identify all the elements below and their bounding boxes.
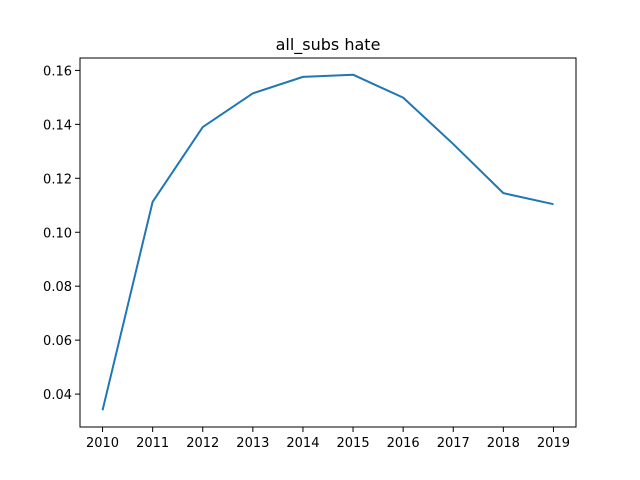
y-tick-label: 0.08 (43, 280, 72, 295)
chart-title: all_subs hate (276, 35, 381, 55)
x-tick-label: 2013 (236, 436, 269, 451)
y-tick-label: 0.10 (43, 226, 72, 241)
plot-area: 2010 2011 2012 2013 2014 2015 2016 2017 2018 2019… (43, 57, 577, 451)
y-tick-label: 0.12 (43, 172, 72, 187)
x-tick-label: 2010 (86, 436, 119, 451)
x-tick-label: 2015 (337, 436, 370, 451)
x-tick-label: 2014 (286, 436, 319, 451)
y-tick-label: 0.04 (43, 388, 72, 403)
y-tick-label: 0.14 (43, 118, 72, 133)
x-tick-label: 2016 (387, 436, 420, 451)
x-tick-label: 2019 (537, 436, 570, 451)
x-tick-label: 2018 (487, 436, 520, 451)
axes-frame (79, 57, 577, 428)
x-tick-label: 2017 (437, 436, 470, 451)
y-tick-label: 0.16 (43, 64, 72, 79)
x-tick-label: 2011 (136, 436, 169, 451)
x-tick-label: 2012 (186, 436, 219, 451)
series-line-0 (101, 73, 554, 411)
y-tick-label: 0.06 (43, 334, 72, 349)
